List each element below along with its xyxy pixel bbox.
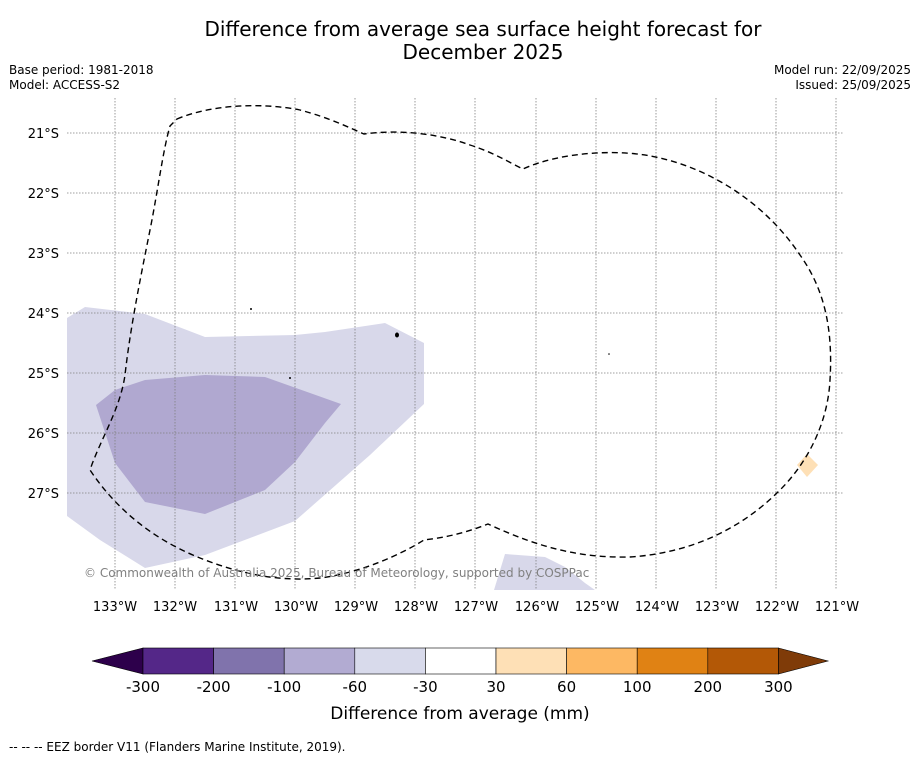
lon-label-122: 122°W bbox=[755, 600, 799, 615]
title-line-1: Difference from average sea surface heig… bbox=[204, 17, 762, 41]
colorbar: -300 -200 -100 -60 -30 30 60 100 200 300… bbox=[91, 647, 830, 724]
island-3 bbox=[289, 377, 291, 379]
island-4 bbox=[608, 353, 610, 355]
colorbar-tick-label: -30 bbox=[413, 678, 438, 696]
colorbar-segment-6 bbox=[495, 647, 567, 675]
lon-label-123: 123°W bbox=[695, 600, 739, 615]
colorbar-tick-label: -300 bbox=[126, 678, 160, 696]
anomaly-fills bbox=[67, 307, 818, 590]
base-period: Base period: 1981-2018 bbox=[9, 63, 154, 77]
lon-label-128: 128°W bbox=[394, 600, 438, 615]
colorbar-tick-label: 300 bbox=[764, 678, 793, 696]
anomaly-region-positive bbox=[797, 454, 818, 477]
copyright-notice: © Commonwealth of Australia 2025, Bureau… bbox=[84, 566, 589, 580]
anomaly-region-light-purple-south bbox=[494, 554, 595, 590]
colorbar-tick-label: -200 bbox=[197, 678, 231, 696]
model-name: Model: ACCESS-S2 bbox=[9, 78, 121, 92]
colorbar-tick-label: 200 bbox=[693, 678, 722, 696]
model-info: Base period: 1981-2018 Model: ACCESS-S2 bbox=[9, 63, 154, 93]
lon-label-133: 133°W bbox=[93, 600, 137, 615]
lat-label-21: 21°S bbox=[28, 127, 59, 142]
colorbar-tick-label: 30 bbox=[486, 678, 505, 696]
colorbar-tick-label: -60 bbox=[343, 678, 368, 696]
lon-label-126: 126°W bbox=[515, 600, 559, 615]
colorbar-tick-label: 100 bbox=[623, 678, 652, 696]
eez-border bbox=[89, 104, 832, 580]
latitude-labels: 21°S 22°S 23°S 24°S 25°S 26°S 27°S bbox=[28, 127, 59, 502]
lat-label-24: 24°S bbox=[28, 307, 59, 322]
lon-label-132: 132°W bbox=[153, 600, 197, 615]
colorbar-segment-8 bbox=[636, 647, 709, 675]
colorbar-segment-5 bbox=[425, 647, 497, 675]
lat-label-25: 25°S bbox=[28, 367, 59, 382]
model-run-date: Model run: 22/09/2025 bbox=[773, 63, 911, 77]
lon-label-131: 131°W bbox=[214, 600, 258, 615]
colorbar-segment-4 bbox=[354, 647, 426, 675]
colorbar-extend-low bbox=[91, 647, 144, 675]
lon-label-127: 127°W bbox=[454, 600, 498, 615]
lon-label-121: 121°W bbox=[815, 600, 859, 615]
lat-label-26: 26°S bbox=[28, 427, 59, 442]
island-1 bbox=[250, 308, 252, 310]
map-title: Difference from average sea surface heig… bbox=[0, 18, 919, 64]
lon-label-124: 124°W bbox=[635, 600, 679, 615]
colorbar-segment-2 bbox=[213, 647, 285, 675]
island-2 bbox=[395, 332, 399, 338]
longitude-labels: 133°W 132°W 131°W 130°W 129°W 128°W 127°… bbox=[93, 600, 859, 615]
colorbar-extend-high bbox=[778, 647, 830, 675]
colorbar-tick-label: 60 bbox=[557, 678, 576, 696]
islands bbox=[250, 308, 610, 379]
lat-label-23: 23°S bbox=[28, 247, 59, 262]
colorbar-segment-9 bbox=[707, 647, 779, 675]
lat-label-27: 27°S bbox=[28, 487, 59, 502]
issued-date: Issued: 25/09/2025 bbox=[795, 78, 911, 92]
graticule bbox=[67, 98, 843, 590]
eez-footnote: -- -- -- EEZ border V11 (Flanders Marine… bbox=[9, 740, 346, 754]
lon-label-125: 125°W bbox=[575, 600, 619, 615]
colorbar-segment-1 bbox=[142, 647, 214, 675]
title-line-2: December 2025 bbox=[402, 40, 564, 64]
colorbar-title: Difference from average (mm) bbox=[330, 704, 589, 724]
colorbar-segment-3 bbox=[283, 647, 356, 675]
anomaly-region-medium-purple bbox=[96, 375, 341, 514]
lon-label-130: 130°W bbox=[274, 600, 318, 615]
colorbar-segment-7 bbox=[566, 647, 638, 675]
lat-label-22: 22°S bbox=[28, 187, 59, 202]
lon-label-129: 129°W bbox=[334, 600, 378, 615]
run-info: Model run: 22/09/2025 Issued: 25/09/2025 bbox=[774, 63, 911, 93]
colorbar-tick-label: -100 bbox=[267, 678, 301, 696]
